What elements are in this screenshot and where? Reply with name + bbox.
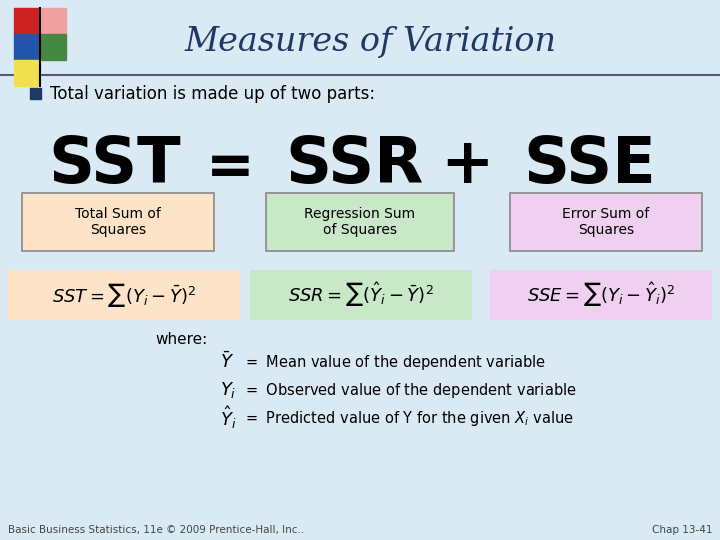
Bar bbox=[40, 8, 66, 34]
FancyBboxPatch shape bbox=[510, 193, 702, 251]
Bar bbox=[30, 88, 41, 99]
Bar bbox=[14, 8, 40, 34]
Bar bbox=[40, 34, 66, 60]
Text: $=$ Mean value of the dependent variable: $=$ Mean value of the dependent variable bbox=[243, 353, 546, 372]
Text: Measures of Variation: Measures of Variation bbox=[184, 26, 556, 58]
Text: $=$ Observed value of the dependent variable: $=$ Observed value of the dependent vari… bbox=[243, 381, 577, 400]
FancyBboxPatch shape bbox=[266, 193, 454, 251]
FancyBboxPatch shape bbox=[22, 193, 214, 251]
Text: $SST = \sum(Y_i - \bar{Y})^2$: $SST = \sum(Y_i - \bar{Y})^2$ bbox=[52, 281, 196, 309]
Text: +: + bbox=[440, 134, 494, 196]
FancyBboxPatch shape bbox=[8, 270, 240, 320]
Text: where:: where: bbox=[155, 333, 207, 348]
FancyBboxPatch shape bbox=[490, 270, 712, 320]
FancyBboxPatch shape bbox=[250, 270, 472, 320]
Text: Error Sum of
Squares: Error Sum of Squares bbox=[562, 207, 649, 237]
Bar bbox=[14, 34, 40, 60]
Bar bbox=[14, 60, 40, 86]
Text: SSR: SSR bbox=[286, 134, 424, 196]
Text: $=$ Predicted value of Y for the given $X_i$ value: $=$ Predicted value of Y for the given $… bbox=[243, 408, 574, 428]
Text: SSE: SSE bbox=[523, 134, 657, 196]
Text: $\bar{Y}$: $\bar{Y}$ bbox=[220, 352, 234, 372]
Text: $SSE = \sum(Y_i - \hat{Y}_i)^2$: $SSE = \sum(Y_i - \hat{Y}_i)^2$ bbox=[526, 281, 675, 309]
Text: SST: SST bbox=[49, 134, 181, 196]
Text: Basic Business Statistics, 11e © 2009 Prentice-Hall, Inc..: Basic Business Statistics, 11e © 2009 Pr… bbox=[8, 525, 305, 535]
Text: Regression Sum
of Squares: Regression Sum of Squares bbox=[305, 207, 415, 237]
Text: Chap 13-41: Chap 13-41 bbox=[652, 525, 712, 535]
Text: Total variation is made up of two parts:: Total variation is made up of two parts: bbox=[50, 85, 375, 103]
Text: =: = bbox=[206, 139, 254, 197]
Text: $Y_i$: $Y_i$ bbox=[220, 380, 236, 400]
Text: Total Sum of
Squares: Total Sum of Squares bbox=[75, 207, 161, 237]
Text: $\hat{Y}_i$: $\hat{Y}_i$ bbox=[220, 404, 237, 431]
Text: $SSR = \sum(\hat{Y}_i - \bar{Y})^2$: $SSR = \sum(\hat{Y}_i - \bar{Y})^2$ bbox=[288, 281, 434, 309]
